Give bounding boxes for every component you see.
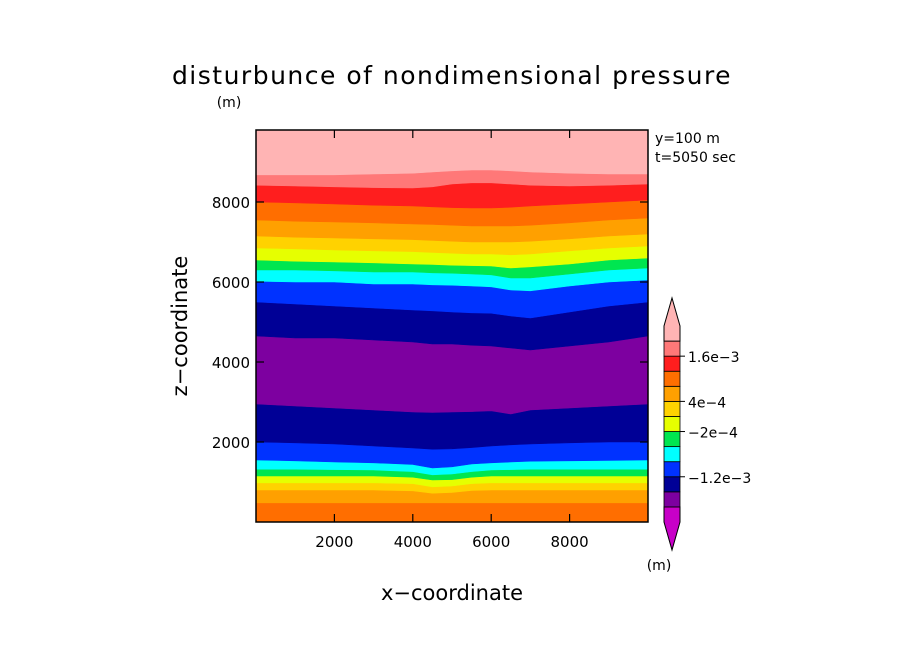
x-tick-label: 6000: [472, 533, 510, 551]
colorbar-swatch: [663, 446, 681, 463]
x-tick-label: 2000: [315, 533, 353, 551]
colorbar-extend-high: [663, 296, 681, 342]
y-axis-label: z−coordinate: [168, 256, 192, 397]
colorbar-swatch: [663, 370, 681, 387]
contour-band: [256, 335, 648, 415]
y-tick-label: 2000: [212, 434, 250, 452]
contour-bands: [256, 130, 648, 522]
colorbar-unit: (m): [647, 558, 672, 574]
chart-title: disturbunce of nondimensional pressure: [172, 61, 732, 90]
colorbar-swatch: [663, 340, 681, 357]
colorbar-swatch: [663, 431, 681, 448]
axis-ticks: 2000 4000 6000 8000 2000 4000 6000 8000: [212, 130, 648, 551]
colorbar-swatch: [663, 355, 681, 372]
annotation-t: t=5050 sec: [655, 150, 736, 166]
x-axis-label: x−coordinate: [381, 581, 523, 605]
y-tick-label: 8000: [212, 194, 250, 212]
annotation-y: y=100 m: [655, 131, 720, 147]
plot-frame: [255, 129, 649, 523]
colorbar-swatch: [663, 491, 681, 508]
colorbar-swatch: [663, 476, 681, 493]
y-tick-label: 4000: [212, 354, 250, 372]
colorbar: 1.6e−3 4e−4 −2e−4 −1.2e−3: [663, 296, 751, 552]
title-unit: (m): [217, 95, 242, 111]
contour-band: [256, 502, 648, 522]
colorbar-label: 1.6e−3: [688, 350, 740, 366]
contour-band: [256, 130, 648, 176]
colorbar-label: −1.2e−3: [688, 471, 751, 487]
colorbar-swatch: [663, 461, 681, 478]
colorbar-extend-low: [663, 506, 681, 552]
colorbar-swatch: [663, 416, 681, 432]
colorbar-label: 4e−4: [688, 395, 726, 411]
colorbar-swatch: [663, 385, 681, 402]
colorbar-label: −2e−4: [688, 426, 738, 442]
x-tick-label: 4000: [394, 533, 432, 551]
x-tick-label: 8000: [551, 533, 589, 551]
y-tick-label: 6000: [212, 274, 250, 292]
colorbar-swatch: [663, 400, 681, 417]
